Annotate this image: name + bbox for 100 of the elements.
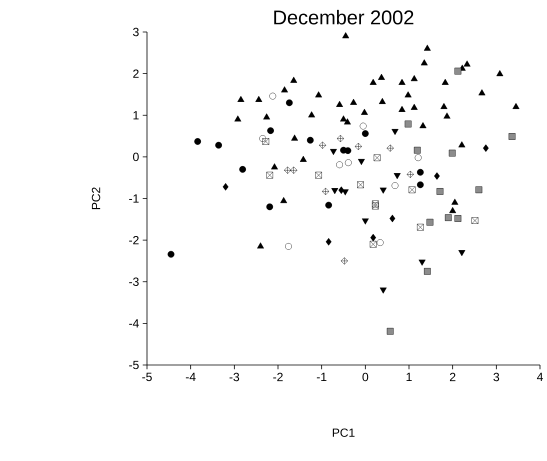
- y-tick-label: 0: [133, 152, 139, 162]
- point: [281, 86, 288, 92]
- point: [266, 172, 274, 179]
- point: [416, 168, 424, 176]
- point: [419, 122, 426, 128]
- point: [482, 144, 489, 152]
- x-tick-label: -2: [273, 372, 283, 382]
- point: [496, 70, 504, 76]
- point: [194, 138, 202, 145]
- point: [458, 250, 466, 256]
- x-tick-label: -5: [142, 372, 152, 382]
- point: [380, 288, 387, 294]
- point: [378, 74, 385, 80]
- y-tick-label: -3: [129, 278, 139, 286]
- point: [357, 181, 364, 188]
- point: [418, 260, 426, 266]
- point: [255, 96, 262, 102]
- point: [322, 188, 330, 196]
- point: [331, 188, 338, 194]
- point: [168, 250, 174, 258]
- y-tick-label: -5: [129, 360, 139, 370]
- point: [338, 186, 344, 194]
- y-tick-label: 2: [133, 69, 139, 78]
- point: [266, 203, 274, 210]
- x-tick-label: -1: [316, 372, 326, 381]
- point: [234, 115, 242, 122]
- point: [408, 186, 416, 194]
- chart-title: December 2002: [274, 10, 414, 24]
- point: [442, 78, 449, 85]
- point: [344, 147, 352, 154]
- point: [291, 134, 298, 141]
- point: [451, 198, 458, 205]
- x-tick-label: 1: [406, 372, 412, 381]
- point: [440, 102, 448, 110]
- point: [454, 68, 462, 75]
- point: [410, 104, 418, 110]
- point: [449, 207, 456, 214]
- point: [370, 78, 377, 85]
- point: [444, 112, 450, 119]
- point: [280, 197, 288, 204]
- point: [340, 115, 347, 122]
- point: [370, 234, 376, 242]
- point: [222, 183, 228, 191]
- point: [215, 142, 222, 149]
- point: [286, 99, 293, 106]
- point: [358, 158, 365, 166]
- point: [271, 163, 278, 170]
- point: [404, 91, 412, 98]
- point: [372, 200, 379, 208]
- point: [362, 218, 369, 225]
- x-tick-label: 4: [536, 372, 543, 381]
- point: [370, 240, 377, 248]
- point: [404, 120, 412, 128]
- point: [475, 186, 482, 194]
- point: [340, 257, 348, 265]
- y-tick-label: 3: [133, 28, 139, 36]
- point: [512, 102, 520, 110]
- point: [436, 188, 444, 195]
- point: [267, 127, 274, 134]
- point: [326, 238, 332, 246]
- point: [315, 91, 322, 98]
- point: [239, 166, 246, 173]
- point: [374, 154, 381, 162]
- point: [336, 100, 344, 107]
- x-tick-label: 3: [493, 372, 500, 382]
- point: [290, 166, 298, 174]
- point: [290, 76, 298, 83]
- y-tick-label: 1: [133, 111, 139, 120]
- point: [386, 144, 394, 152]
- point: [284, 166, 292, 174]
- point: [410, 75, 418, 82]
- x-axis-title: PC1: [332, 428, 355, 437]
- point: [414, 146, 421, 154]
- point: [420, 59, 428, 66]
- point: [360, 108, 368, 115]
- point: [372, 202, 379, 210]
- point: [426, 218, 434, 226]
- point: [424, 44, 431, 51]
- point: [454, 215, 462, 222]
- point: [263, 113, 270, 120]
- point: [386, 328, 394, 335]
- point: [350, 98, 358, 105]
- point: [262, 138, 270, 145]
- point: [406, 170, 414, 178]
- point: [478, 89, 486, 96]
- point: [390, 214, 396, 222]
- point: [508, 133, 516, 140]
- point: [362, 130, 369, 137]
- point: [444, 214, 452, 222]
- point: [392, 128, 399, 136]
- point: [394, 173, 401, 180]
- point: [257, 242, 264, 248]
- x-tick-label: 2: [450, 372, 456, 382]
- point: [464, 60, 471, 67]
- point: [380, 188, 387, 194]
- point: [300, 156, 307, 162]
- y-tick-label: -4: [129, 319, 139, 328]
- point: [354, 142, 362, 150]
- point: [315, 172, 322, 179]
- point: [378, 98, 386, 104]
